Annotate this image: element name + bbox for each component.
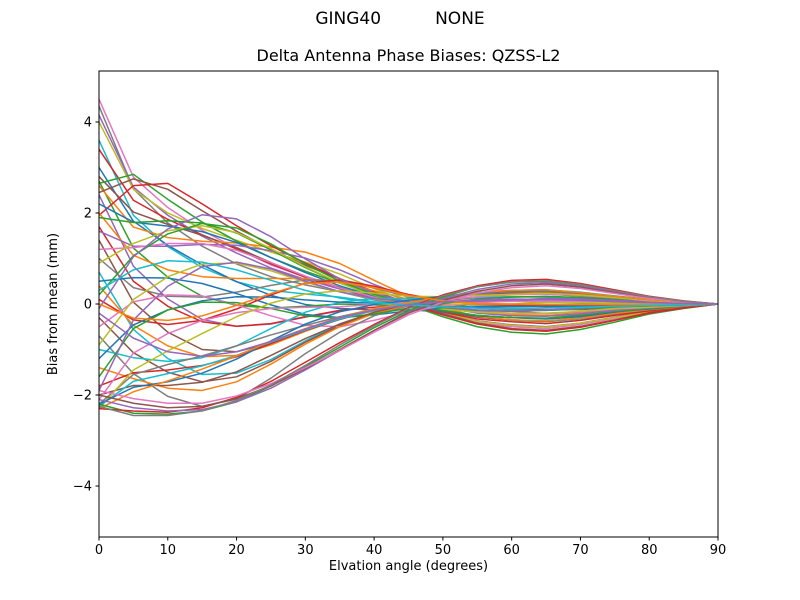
x-tick-label: 40: [366, 543, 383, 558]
x-tick-label: 0: [95, 543, 103, 558]
series-line: [98, 278, 719, 414]
series-line: [98, 289, 719, 410]
series-line: [98, 283, 719, 409]
series-line: [98, 280, 719, 417]
x-tick-label: 10: [160, 543, 177, 558]
series-line: [98, 281, 718, 322]
y-tick-label: 2: [84, 206, 92, 221]
x-tick-label: 20: [228, 543, 245, 558]
series-line: [98, 261, 719, 391]
y-tick-label: −2: [73, 389, 92, 404]
x-tick-label: 50: [435, 543, 452, 558]
series-line: [98, 285, 719, 404]
series-line: [98, 281, 719, 412]
y-axis-label: Bias from mean (mm): [46, 232, 61, 376]
y-tick-label: 4: [84, 115, 92, 130]
series-line: [98, 230, 719, 318]
x-tick-label: 90: [710, 543, 727, 558]
y-tick-label: 0: [84, 298, 92, 313]
figure-suptitle: GING40 NONE: [315, 9, 485, 29]
y-tick-label: −4: [73, 480, 92, 495]
x-tick-label: 70: [572, 543, 589, 558]
x-tick-label: 80: [641, 543, 658, 558]
series-line: [98, 290, 719, 410]
series-line: [98, 298, 719, 358]
axes-title: Delta Antenna Phase Biases: QZSS-L2: [256, 46, 561, 65]
x-tick-label: 30: [297, 543, 314, 558]
x-tick-label: 60: [503, 543, 520, 558]
series-line: [98, 167, 719, 320]
x-axis-label: Elvation angle (degrees): [328, 559, 489, 574]
